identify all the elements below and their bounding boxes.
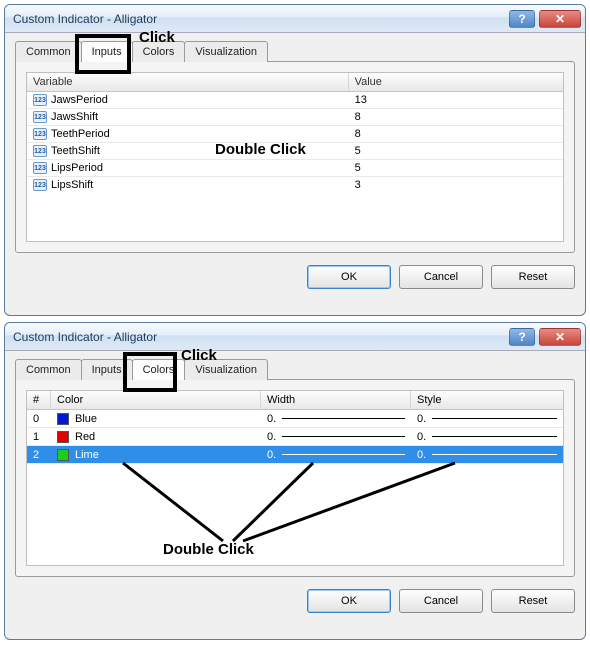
cancel-button[interactable]: Cancel xyxy=(399,265,483,289)
input-row[interactable]: 123 JawsPeriod 13 xyxy=(27,92,563,109)
header-index[interactable]: # xyxy=(27,391,51,409)
color-name: Red xyxy=(75,431,95,443)
header-value[interactable]: Value xyxy=(349,73,563,91)
var-value[interactable]: 3 xyxy=(349,177,563,193)
width-label: 0. xyxy=(267,413,276,425)
row-index: 1 xyxy=(27,429,51,445)
var-name: LipsPeriod xyxy=(51,162,103,174)
var-name: LipsShift xyxy=(51,179,93,191)
int-icon: 123 xyxy=(33,128,47,140)
header-width[interactable]: Width xyxy=(261,391,411,409)
int-icon: 123 xyxy=(33,111,47,123)
header-style[interactable]: Style xyxy=(411,391,563,409)
dialog-body: Common Inputs Colors Visualization Varia… xyxy=(5,33,585,299)
color-swatch xyxy=(57,431,69,443)
tab-colors[interactable]: Colors xyxy=(132,359,186,380)
grid-header: # Color Width Style xyxy=(27,391,563,410)
int-icon: 123 xyxy=(33,179,47,191)
ok-button[interactable]: OK xyxy=(307,589,391,613)
tab-inputs[interactable]: Inputs xyxy=(81,359,133,380)
style-label: 0. xyxy=(417,449,426,461)
tab-bar: Common Inputs Colors Visualization xyxy=(15,41,575,62)
width-label: 0. xyxy=(267,449,276,461)
ok-button[interactable]: OK xyxy=(307,265,391,289)
cancel-button[interactable]: Cancel xyxy=(399,589,483,613)
input-row[interactable]: 123 TeethPeriod 8 xyxy=(27,126,563,143)
input-row[interactable]: 123 JawsShift 8 xyxy=(27,109,563,126)
titlebar[interactable]: Custom Indicator - Alligator ? ✕ xyxy=(5,323,585,351)
int-icon: 123 xyxy=(33,145,47,157)
close-button[interactable]: ✕ xyxy=(539,328,581,346)
reset-button[interactable]: Reset xyxy=(491,265,575,289)
int-icon: 123 xyxy=(33,162,47,174)
button-row: OK Cancel Reset xyxy=(15,589,575,613)
dialog-inputs: Custom Indicator - Alligator ? ✕ Common … xyxy=(4,4,586,316)
tab-inputs[interactable]: Inputs xyxy=(81,41,133,62)
tab-bar: Common Inputs Colors Visualization xyxy=(15,359,575,380)
input-row[interactable]: 123 TeethShift 5 xyxy=(27,143,563,160)
style-preview xyxy=(432,436,557,437)
close-button[interactable]: ✕ xyxy=(539,10,581,28)
var-value[interactable]: 13 xyxy=(349,92,563,108)
color-name: Lime xyxy=(75,449,99,461)
dialog-body: Common Inputs Colors Visualization # Col… xyxy=(5,351,585,623)
help-icon: ? xyxy=(518,330,525,344)
var-name: JawsShift xyxy=(51,111,98,123)
int-icon: 123 xyxy=(33,94,47,106)
tab-common[interactable]: Common xyxy=(15,41,82,62)
width-label: 0. xyxy=(267,431,276,443)
color-name: Blue xyxy=(75,413,97,425)
color-swatch xyxy=(57,449,69,461)
inputs-grid: Variable Value 123 JawsPeriod 13 123 JawsS… xyxy=(26,72,564,242)
var-value[interactable]: 8 xyxy=(349,109,563,125)
dialog-title: Custom Indicator - Alligator xyxy=(13,12,505,26)
color-row[interactable]: 0 Blue 0. 0. xyxy=(27,410,563,428)
var-name: JawsPeriod xyxy=(51,94,108,106)
input-row[interactable]: 123 LipsShift 3 xyxy=(27,177,563,193)
grid-header: Variable Value xyxy=(27,73,563,92)
dialog-colors: Custom Indicator - Alligator ? ✕ Common … xyxy=(4,322,586,640)
var-value[interactable]: 5 xyxy=(349,160,563,176)
input-row[interactable]: 123 LipsPeriod 5 xyxy=(27,160,563,177)
color-row-selected[interactable]: 2 Lime 0. 0. xyxy=(27,446,563,464)
color-swatch xyxy=(57,413,69,425)
width-preview xyxy=(282,454,405,455)
var-name: TeethShift xyxy=(51,145,100,157)
close-icon: ✕ xyxy=(555,330,565,344)
colors-grid: # Color Width Style 0 Blue 0. 0. 1 Red 0… xyxy=(26,390,564,566)
var-value[interactable]: 5 xyxy=(349,143,563,159)
header-color[interactable]: Color xyxy=(51,391,261,409)
var-name: TeethPeriod xyxy=(51,128,110,140)
color-row[interactable]: 1 Red 0. 0. xyxy=(27,428,563,446)
help-button[interactable]: ? xyxy=(509,10,535,28)
tab-visualization[interactable]: Visualization xyxy=(184,41,268,62)
row-index: 0 xyxy=(27,411,51,427)
var-value[interactable]: 8 xyxy=(349,126,563,142)
tab-panel: Variable Value 123 JawsPeriod 13 123 JawsS… xyxy=(15,61,575,253)
tab-visualization[interactable]: Visualization xyxy=(184,359,268,380)
tab-common[interactable]: Common xyxy=(15,359,82,380)
titlebar[interactable]: Custom Indicator - Alligator ? ✕ xyxy=(5,5,585,33)
style-label: 0. xyxy=(417,413,426,425)
style-label: 0. xyxy=(417,431,426,443)
help-icon: ? xyxy=(518,12,525,26)
reset-button[interactable]: Reset xyxy=(491,589,575,613)
width-preview xyxy=(282,436,405,437)
tab-panel: # Color Width Style 0 Blue 0. 0. 1 Red 0… xyxy=(15,379,575,577)
tab-colors[interactable]: Colors xyxy=(132,41,186,62)
close-icon: ✕ xyxy=(555,12,565,26)
row-index: 2 xyxy=(27,447,51,463)
header-variable[interactable]: Variable xyxy=(27,73,349,91)
width-preview xyxy=(282,418,405,419)
style-preview xyxy=(432,418,557,419)
help-button[interactable]: ? xyxy=(509,328,535,346)
dialog-title: Custom Indicator - Alligator xyxy=(13,330,505,344)
button-row: OK Cancel Reset xyxy=(15,265,575,289)
style-preview xyxy=(432,454,557,455)
